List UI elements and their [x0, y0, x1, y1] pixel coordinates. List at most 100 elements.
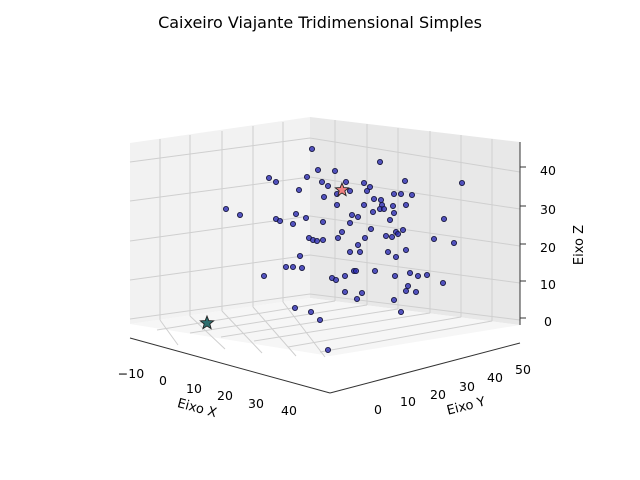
y-axis-line	[329, 342, 521, 394]
scatter-point	[423, 271, 430, 278]
scatter-point	[363, 187, 370, 194]
scatter-point	[380, 205, 387, 212]
scatter-point	[402, 201, 409, 208]
pane-back	[130, 117, 310, 324]
scatter-point	[302, 214, 309, 221]
scatter-point	[236, 211, 243, 218]
scatter-point	[346, 187, 353, 194]
pane-floor	[130, 298, 520, 356]
scatter-point	[401, 177, 408, 184]
scatter-point	[390, 296, 397, 303]
scatter-point	[361, 234, 368, 241]
scatter-point	[289, 263, 296, 270]
scatter-point	[406, 269, 413, 276]
scatter-point	[296, 252, 303, 259]
grid-lines	[129, 120, 521, 358]
scatter-point	[282, 263, 289, 270]
scatter-point	[331, 167, 338, 174]
scatter-point	[384, 248, 391, 255]
scatter-point	[276, 217, 283, 224]
scatter-point	[371, 267, 378, 274]
scatter-point	[430, 235, 437, 242]
scatter-point	[370, 195, 377, 202]
y-tick-label: 0	[374, 402, 382, 417]
scatter-point	[348, 211, 355, 218]
scatter-point	[313, 237, 320, 244]
scatter-point	[222, 205, 229, 212]
data-points	[222, 145, 465, 353]
x-ticks: −10 0 10 20 30 40	[118, 366, 297, 418]
scatter-point	[402, 246, 409, 253]
y-tick-label: 20	[430, 387, 446, 402]
y-tick-label: 50	[515, 362, 531, 377]
scatter-point	[352, 267, 359, 274]
scatter-point	[404, 282, 411, 289]
x-tick-label: 30	[248, 396, 264, 411]
scatter-point	[399, 226, 406, 233]
scatter-point	[440, 215, 447, 222]
scatter-point	[354, 241, 361, 248]
scatter-point	[360, 179, 367, 186]
x-tick-label: −10	[118, 366, 144, 381]
scatter-point	[324, 346, 331, 353]
x-axis-label: Eixo X	[176, 396, 219, 421]
scatter-point	[303, 173, 310, 180]
scatter-point	[334, 234, 341, 241]
scatter-point	[314, 166, 321, 173]
scatter-point	[291, 304, 298, 311]
scatter-point	[272, 178, 279, 185]
scatter-point	[333, 201, 340, 208]
scatter-point	[382, 232, 389, 239]
scatter-point	[354, 213, 361, 220]
y-ticks: 0 10 20 30 40 50	[374, 362, 531, 417]
scatter-point	[324, 182, 331, 189]
pane-side	[310, 117, 520, 325]
y-tick-label: 10	[400, 394, 416, 409]
scatter-point	[388, 233, 395, 240]
x-axis-line	[129, 337, 331, 394]
scatter-point	[319, 218, 326, 225]
scatter-point	[356, 248, 363, 255]
scatter-point	[265, 174, 272, 181]
scatter-point	[320, 193, 327, 200]
scatter-point	[390, 209, 397, 216]
scatter-point	[298, 264, 305, 271]
scatter-point	[341, 288, 348, 295]
scatter-point	[360, 201, 367, 208]
end-star-marker	[199, 314, 215, 330]
scatter-point	[412, 288, 419, 295]
scatter-point	[318, 178, 325, 185]
scatter-point	[414, 272, 421, 279]
scatter-point	[353, 295, 360, 302]
scatter-point	[386, 216, 393, 223]
z-tick-label: 40	[540, 163, 556, 178]
scatter-point	[319, 236, 326, 243]
scatter-point	[376, 158, 383, 165]
scatter-point	[316, 316, 323, 323]
x-tick-label: 0	[159, 373, 167, 388]
scatter-point	[289, 220, 296, 227]
scatter-point	[341, 272, 348, 279]
scatter-point	[260, 272, 267, 279]
scatter-point	[394, 230, 401, 237]
scatter-point	[332, 276, 339, 283]
scatter-point	[338, 228, 345, 235]
scatter-point	[450, 239, 457, 246]
scatter-point	[397, 308, 404, 315]
z-axis-label: Eixo Z	[572, 225, 587, 265]
scatter-point	[392, 253, 399, 260]
scatter-point	[292, 210, 299, 217]
scatter-point	[342, 178, 349, 185]
scatter-point	[295, 186, 302, 193]
x-tick-label: 40	[281, 403, 297, 418]
y-axis-label: Eixo Y	[445, 395, 487, 419]
scatter-point	[307, 308, 314, 315]
y-tick-label: 30	[459, 379, 475, 394]
scatter-point	[346, 248, 353, 255]
scatter-point	[346, 219, 353, 226]
scatter-point	[390, 190, 397, 197]
x-tick-label: 20	[217, 388, 233, 403]
y-tick-label: 40	[487, 370, 503, 385]
highlighted-markers	[199, 181, 350, 330]
